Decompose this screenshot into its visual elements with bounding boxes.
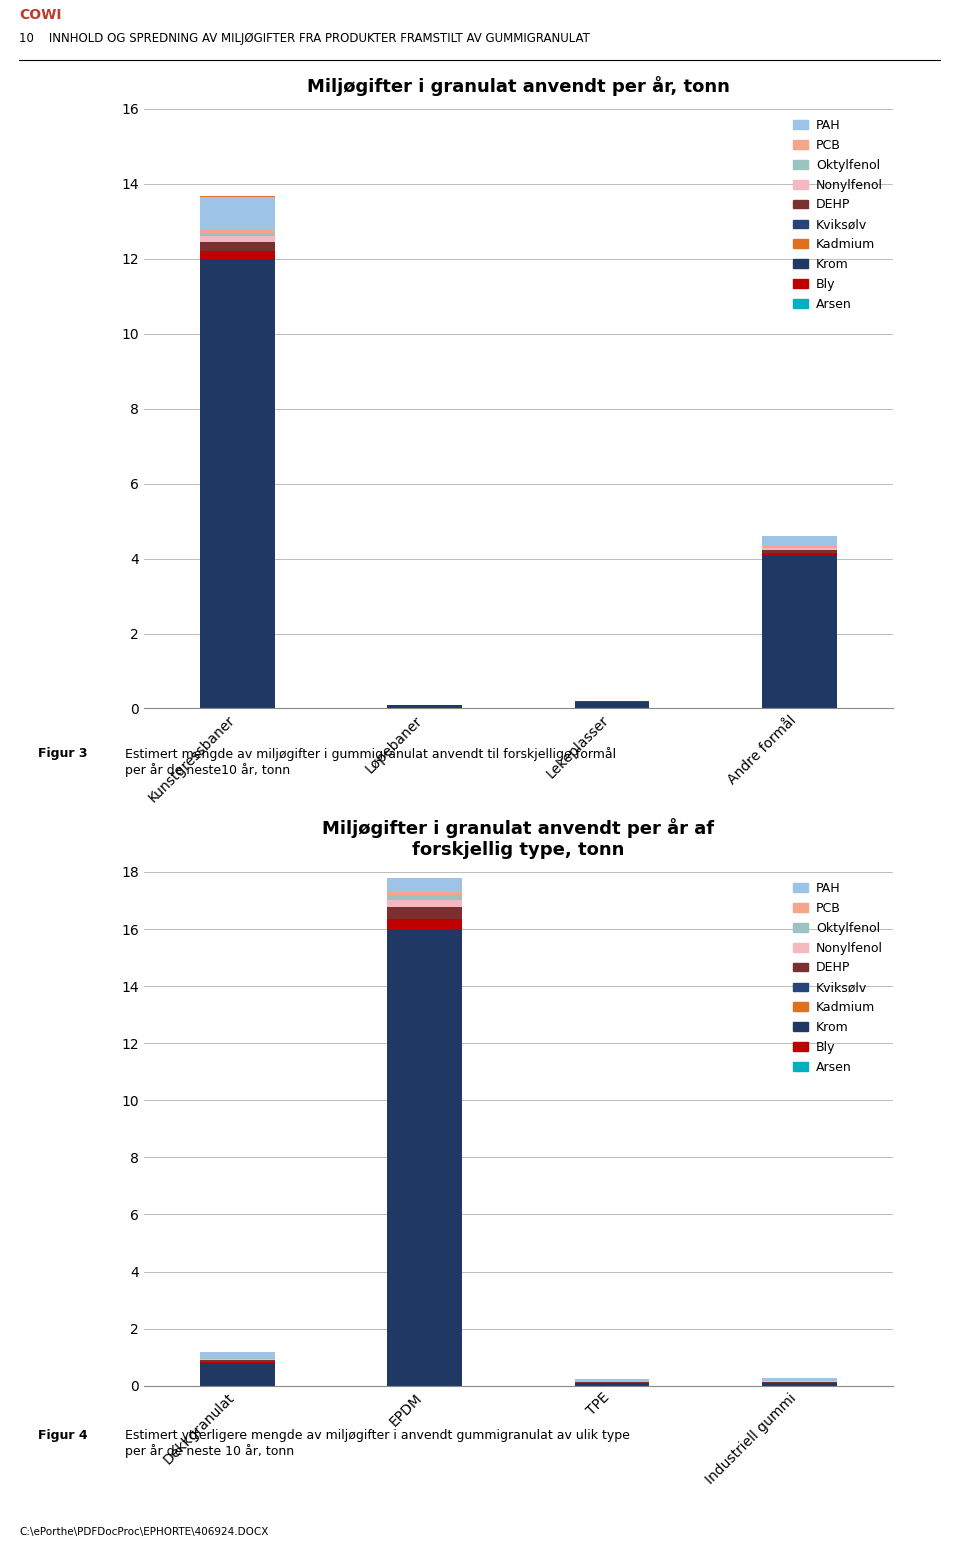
Text: COWI: COWI (19, 8, 61, 22)
Bar (201, 1353, 276, 1358)
Text: C:\ePorthe\PDFDocProc\EPHORTE\406924.DOCX: C:\ePorthe\PDFDocProc\EPHORTE\406924.DOC… (19, 1527, 269, 1537)
Text: Estimert ytterligere mengde av miljøgifter i anvendt gummigranulat av ulik type
: Estimert ytterligere mengde av miljøgift… (125, 1429, 630, 1457)
Bar (762, 554, 836, 708)
Bar (388, 919, 463, 930)
Bar (762, 1378, 836, 1381)
Legend: PAH, PCB, Oktylfenol, Nonylfenol, DEHP, Kviksølv, Kadmium, Krom, Bly, Arsen: PAH, PCB, Oktylfenol, Nonylfenol, DEHP, … (789, 115, 886, 315)
Text: 10    INNHOLD OG SPREDNING AV MILJØGIFTER FRA PRODUKTER FRAMSTILT AV GUMMIGRANUL: 10 INNHOLD OG SPREDNING AV MILJØGIFTER F… (19, 33, 590, 45)
Bar (762, 1383, 836, 1386)
Bar (201, 232, 276, 237)
Bar (201, 1362, 276, 1386)
Bar (388, 908, 463, 919)
Bar (388, 900, 463, 908)
Bar (201, 237, 276, 241)
Bar (201, 251, 276, 258)
Bar (201, 241, 276, 251)
Bar (762, 536, 836, 547)
Bar (388, 892, 463, 895)
Bar (201, 230, 276, 232)
Text: Estimert mengde av miljøgifter i gummigranulat anvendt til forskjellige formål
p: Estimert mengde av miljøgifter i gummigr… (125, 747, 616, 777)
Bar (762, 548, 836, 550)
Text: Figur 4: Figur 4 (37, 1429, 87, 1442)
Bar (388, 930, 463, 1386)
Title: Miljøgifter i granulat anvendt per år af
forskjellig type, tonn: Miljøgifter i granulat anvendt per år af… (323, 819, 714, 859)
Bar (201, 258, 276, 708)
Text: Figur 3: Figur 3 (37, 747, 87, 760)
Legend: PAH, PCB, Oktylfenol, Nonylfenol, DEHP, Kviksølv, Kadmium, Krom, Bly, Arsen: PAH, PCB, Oktylfenol, Nonylfenol, DEHP, … (789, 878, 886, 1077)
Bar (201, 1361, 276, 1362)
Bar (762, 550, 836, 553)
Bar (574, 1380, 650, 1381)
Bar (201, 196, 276, 230)
Bar (388, 878, 463, 892)
Bar (762, 553, 836, 554)
Bar (574, 1384, 650, 1386)
Bar (388, 895, 463, 900)
Bar (574, 702, 650, 708)
Bar (388, 705, 463, 708)
Title: Miljøgifter i granulat anvendt per år, tonn: Miljøgifter i granulat anvendt per år, t… (307, 76, 730, 97)
